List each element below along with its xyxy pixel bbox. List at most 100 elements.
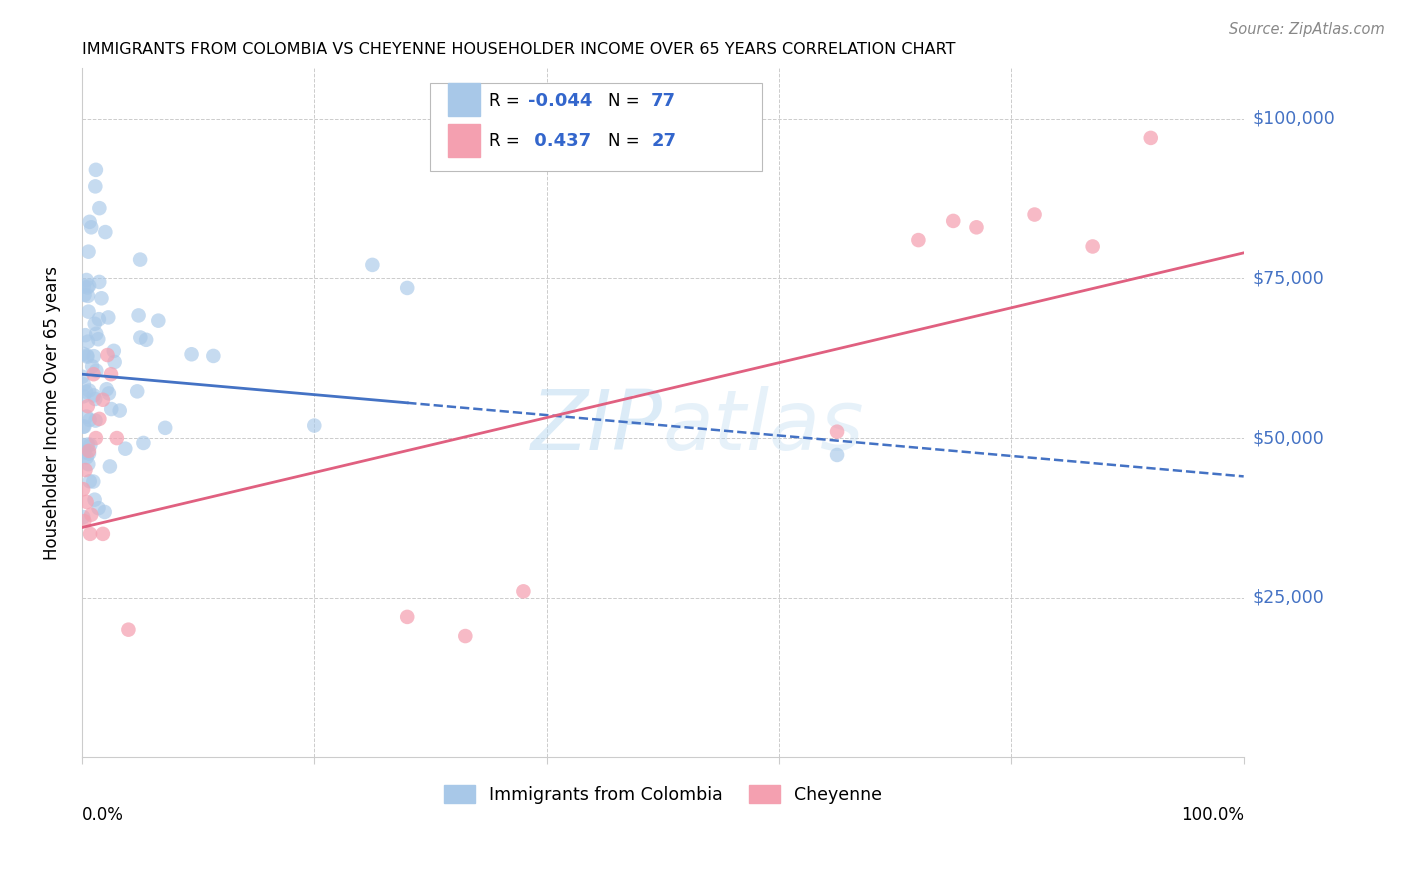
- Text: Source: ZipAtlas.com: Source: ZipAtlas.com: [1229, 22, 1385, 37]
- Point: [89, 275, 111, 289]
- Text: -0.044: -0.044: [529, 92, 592, 110]
- Point: [304, 418, 326, 433]
- Point: [97, 310, 120, 325]
- Point: [72, 419, 94, 434]
- Point: [1024, 208, 1046, 222]
- Point: [83, 368, 105, 382]
- Point: [96, 348, 118, 362]
- Point: [77, 304, 100, 318]
- Point: [84, 392, 107, 406]
- Point: [75, 384, 97, 399]
- Point: [90, 291, 112, 305]
- Point: [76, 280, 98, 294]
- Text: $75,000: $75,000: [1251, 269, 1324, 287]
- Point: [72, 279, 94, 293]
- Point: [105, 431, 128, 445]
- Point: [128, 309, 150, 323]
- Point: [396, 610, 419, 624]
- Point: [104, 355, 127, 369]
- Point: [76, 495, 98, 509]
- Point: [1081, 239, 1104, 253]
- Point: [114, 442, 136, 456]
- Point: [825, 448, 848, 462]
- Point: [87, 501, 110, 516]
- Point: [108, 403, 131, 417]
- Point: [135, 333, 157, 347]
- Point: [129, 252, 152, 267]
- Bar: [449, 124, 481, 157]
- Point: [75, 409, 97, 424]
- Point: [87, 332, 110, 346]
- Point: [100, 368, 122, 382]
- Point: [94, 225, 117, 239]
- Point: [77, 244, 100, 259]
- Point: [77, 289, 100, 303]
- Text: R =: R =: [488, 133, 524, 151]
- Point: [76, 450, 98, 465]
- Point: [100, 402, 122, 417]
- Point: [75, 328, 97, 343]
- Point: [82, 475, 104, 489]
- Point: [77, 443, 100, 458]
- Point: [77, 278, 100, 293]
- Text: N =: N =: [609, 133, 645, 151]
- Point: [79, 438, 101, 452]
- Point: [91, 392, 114, 407]
- Point: [83, 317, 105, 331]
- Point: [72, 347, 94, 361]
- Point: [72, 389, 94, 403]
- Point: [825, 425, 848, 439]
- Point: [180, 347, 202, 361]
- Bar: [449, 83, 481, 116]
- Point: [117, 623, 139, 637]
- Point: [87, 312, 110, 326]
- Point: [93, 505, 115, 519]
- Point: [84, 431, 107, 445]
- Point: [86, 364, 108, 378]
- Point: [79, 413, 101, 427]
- Text: 0.437: 0.437: [529, 133, 591, 151]
- Point: [83, 349, 105, 363]
- Point: [77, 457, 100, 471]
- Point: [129, 330, 152, 344]
- Text: R =: R =: [488, 92, 524, 110]
- Point: [97, 386, 120, 401]
- Point: [103, 343, 125, 358]
- Point: [77, 334, 100, 349]
- Text: 77: 77: [651, 92, 676, 110]
- Text: IMMIGRANTS FROM COLOMBIA VS CHEYENNE HOUSEHOLDER INCOME OVER 65 YEARS CORRELATIO: IMMIGRANTS FROM COLOMBIA VS CHEYENNE HOU…: [82, 42, 956, 57]
- Point: [72, 482, 94, 496]
- Point: [73, 288, 96, 302]
- Point: [966, 220, 988, 235]
- Point: [83, 388, 105, 402]
- Point: [76, 273, 98, 287]
- Point: [84, 179, 107, 194]
- Point: [512, 584, 534, 599]
- Point: [202, 349, 225, 363]
- Text: 0.0%: 0.0%: [82, 805, 124, 823]
- Text: ZIP: ZIP: [531, 386, 662, 467]
- Text: $50,000: $50,000: [1251, 429, 1324, 447]
- Point: [79, 475, 101, 489]
- Point: [73, 514, 96, 528]
- Point: [77, 446, 100, 460]
- Point: [76, 350, 98, 364]
- Point: [89, 201, 111, 215]
- Point: [84, 326, 107, 341]
- FancyBboxPatch shape: [430, 83, 762, 171]
- Point: [80, 220, 103, 235]
- Point: [76, 399, 98, 413]
- Point: [73, 419, 96, 434]
- Point: [76, 349, 98, 363]
- Text: $25,000: $25,000: [1251, 589, 1324, 607]
- Point: [96, 382, 118, 396]
- Point: [77, 437, 100, 451]
- Point: [1139, 131, 1161, 145]
- Point: [907, 233, 929, 247]
- Point: [73, 445, 96, 459]
- Point: [70, 369, 93, 384]
- Point: [80, 508, 103, 522]
- Point: [77, 384, 100, 398]
- Point: [396, 281, 419, 295]
- Point: [79, 527, 101, 541]
